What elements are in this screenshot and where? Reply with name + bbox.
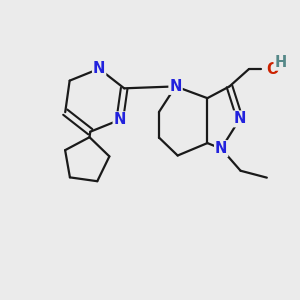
Text: H: H (274, 55, 287, 70)
Text: O: O (266, 61, 279, 76)
Text: N: N (114, 112, 126, 127)
Text: N: N (215, 141, 227, 156)
Text: N: N (234, 111, 246, 126)
Text: N: N (93, 61, 105, 76)
Text: N: N (169, 79, 182, 94)
